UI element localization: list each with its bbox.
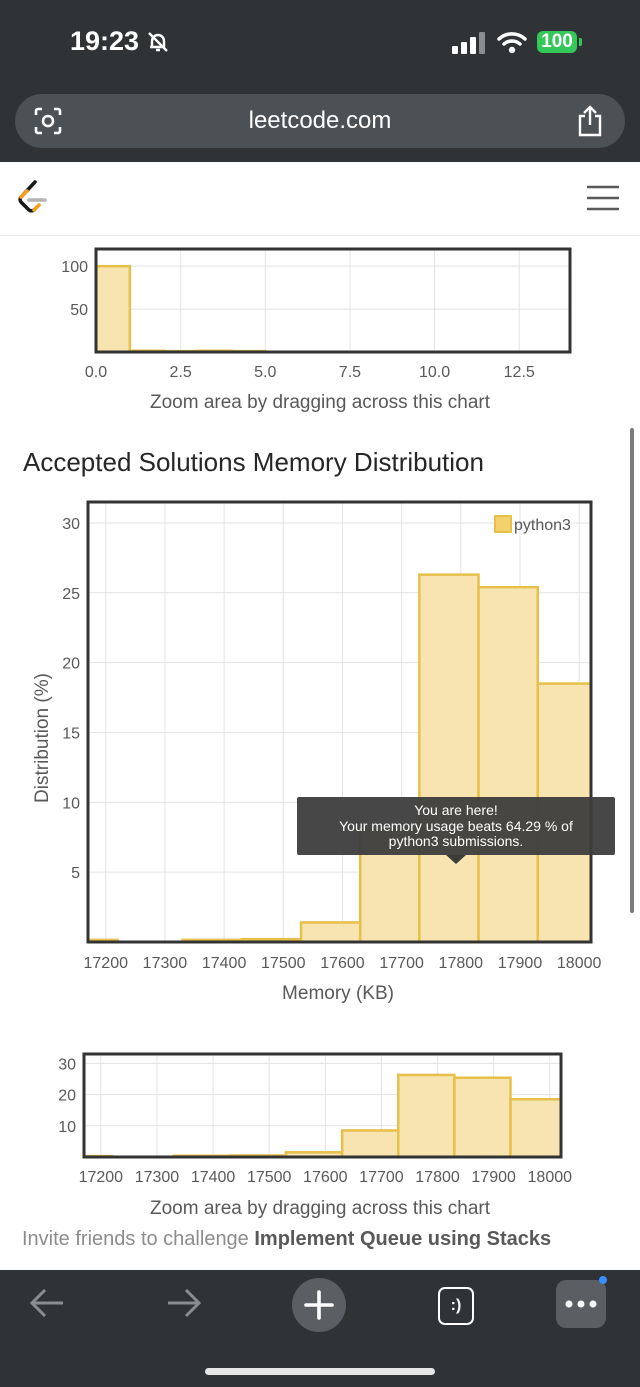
x-tick-label: 17400	[191, 1169, 236, 1186]
battery-indicator: 100	[537, 31, 577, 53]
runtime-zoom-chart[interactable]: 0.0 2.5 5.0 7.5 10.0 12.5 100 50 Zoom area by dr…	[0, 240, 640, 420]
x-tick-label: 17600	[320, 955, 365, 972]
forward-arrow-icon[interactable]	[165, 1286, 203, 1320]
memory-distribution-chart[interactable]: 17200 17300 17400 17500 17600 17700 17800 17900…	[0, 495, 640, 1015]
hamburger-menu-icon[interactable]	[587, 185, 619, 211]
histogram-bar	[340, 1129, 400, 1159]
x-tick-label: 5.0	[254, 364, 276, 381]
legend-swatch	[494, 515, 512, 533]
invite-prefix: Invite friends to challenge	[22, 1228, 255, 1250]
section-title: Accepted Solutions Memory Distribution	[23, 447, 484, 477]
more-menu-button[interactable]	[556, 1280, 606, 1328]
x-tick-label: 17300	[143, 955, 188, 972]
histogram-bar	[418, 573, 480, 944]
legend-label-python3: python3	[514, 517, 571, 534]
y-tick-label: 50	[70, 302, 88, 319]
memory-zoom-chart[interactable]: 17200 17300 17400 17500 17600 17700 17800 17900…	[0, 1045, 640, 1223]
y-tick-label: 10	[58, 1119, 76, 1136]
plus-icon	[304, 1290, 334, 1320]
x-tick-label: 18000	[528, 1169, 573, 1186]
histogram-bar	[299, 921, 362, 944]
histogram-bar	[94, 264, 132, 354]
camera-lens-icon[interactable]	[33, 106, 63, 136]
zoom-hint: Zoom area by dragging across this chart	[150, 392, 491, 413]
tab-switcher-icon: :)	[450, 1297, 462, 1314]
plot-frame	[94, 247, 572, 354]
notification-dot	[599, 1276, 607, 1284]
x-tick-label: 0.0	[85, 364, 107, 381]
histogram-bar	[453, 1076, 512, 1159]
x-tick-label: 17800	[439, 955, 484, 972]
y-tick-label: 30	[62, 516, 80, 533]
back-arrow-icon[interactable]	[28, 1286, 66, 1320]
status-bar: 19:23 100 leetcode.com	[0, 0, 640, 162]
x-tick-label: 17200	[84, 955, 129, 972]
y-tick-label: 30	[58, 1056, 76, 1073]
x-tick-label: 17400	[202, 955, 247, 972]
y-tick-label: 10	[62, 795, 80, 812]
tooltip-line-1: You are here!	[414, 802, 498, 818]
x-tick-label: 17200	[79, 1169, 124, 1186]
invite-problem-link[interactable]: Implement Queue using Stacks	[254, 1228, 552, 1250]
x-tick-label: 17700	[379, 955, 424, 972]
x-tick-label: 17600	[303, 1169, 348, 1186]
site-header	[0, 162, 640, 236]
memory-tooltip: You are here!Your memory usage beats 64.…	[297, 797, 615, 864]
x-tick-label: 10.0	[419, 364, 450, 381]
x-tick-label: 17300	[135, 1169, 180, 1186]
wifi-icon	[497, 32, 527, 54]
share-icon[interactable]	[575, 104, 605, 138]
url-text[interactable]: leetcode.com	[248, 107, 392, 134]
x-tick-label: 17900	[471, 1169, 516, 1186]
plot-frame	[82, 1052, 563, 1159]
tooltip-box	[297, 797, 615, 855]
x-tick-label: 17700	[359, 1169, 404, 1186]
x-tick-label: 2.5	[170, 364, 192, 381]
histogram-bar	[509, 1098, 563, 1159]
battery-tip	[579, 38, 582, 46]
x-tick-label: 18000	[557, 955, 602, 972]
y-tick-label: 5	[71, 865, 80, 882]
tooltip-line-2: Your memory usage beats 64.29 % of	[339, 818, 573, 834]
x-tick-label: 17500	[247, 1169, 292, 1186]
status-time: 19:23	[70, 26, 140, 56]
invite-text: Invite friends to challenge Implement Qu…	[22, 1228, 551, 1251]
scroll-indicator[interactable]	[630, 428, 634, 913]
home-indicator[interactable]	[205, 1368, 435, 1375]
browser-toolbar: :)	[0, 1270, 640, 1387]
x-axis-title: Memory (KB)	[282, 983, 394, 1004]
url-bar[interactable]: leetcode.com	[15, 94, 625, 148]
y-axis-title: Distribution (%)	[32, 673, 53, 803]
y-tick-label: 25	[62, 586, 80, 603]
histogram-bar	[477, 585, 539, 944]
signal-icon	[452, 32, 485, 54]
plot-frame	[86, 500, 593, 944]
x-tick-label: 17800	[415, 1169, 460, 1186]
x-tick-label: 7.5	[339, 364, 361, 381]
y-tick-label: 20	[58, 1088, 76, 1105]
histogram-bar	[397, 1073, 456, 1159]
bell-off-icon	[148, 32, 168, 52]
x-tick-label: 17900	[498, 955, 543, 972]
y-tick-label: 15	[62, 725, 80, 742]
tooltip-pointer	[446, 855, 466, 864]
zoom-hint: Zoom area by dragging across this chart	[150, 1198, 491, 1219]
y-tick-label: 20	[62, 656, 80, 673]
tab-switcher-button[interactable]: :)	[438, 1287, 474, 1325]
x-tick-label: 17500	[261, 955, 306, 972]
new-tab-button[interactable]	[292, 1278, 346, 1332]
x-tick-label: 12.5	[504, 364, 535, 381]
y-tick-label: 100	[61, 259, 88, 276]
tooltip-line-3: python3 submissions.	[389, 833, 524, 849]
leetcode-logo-icon[interactable]	[15, 178, 49, 218]
ellipsis-icon	[565, 1300, 597, 1308]
